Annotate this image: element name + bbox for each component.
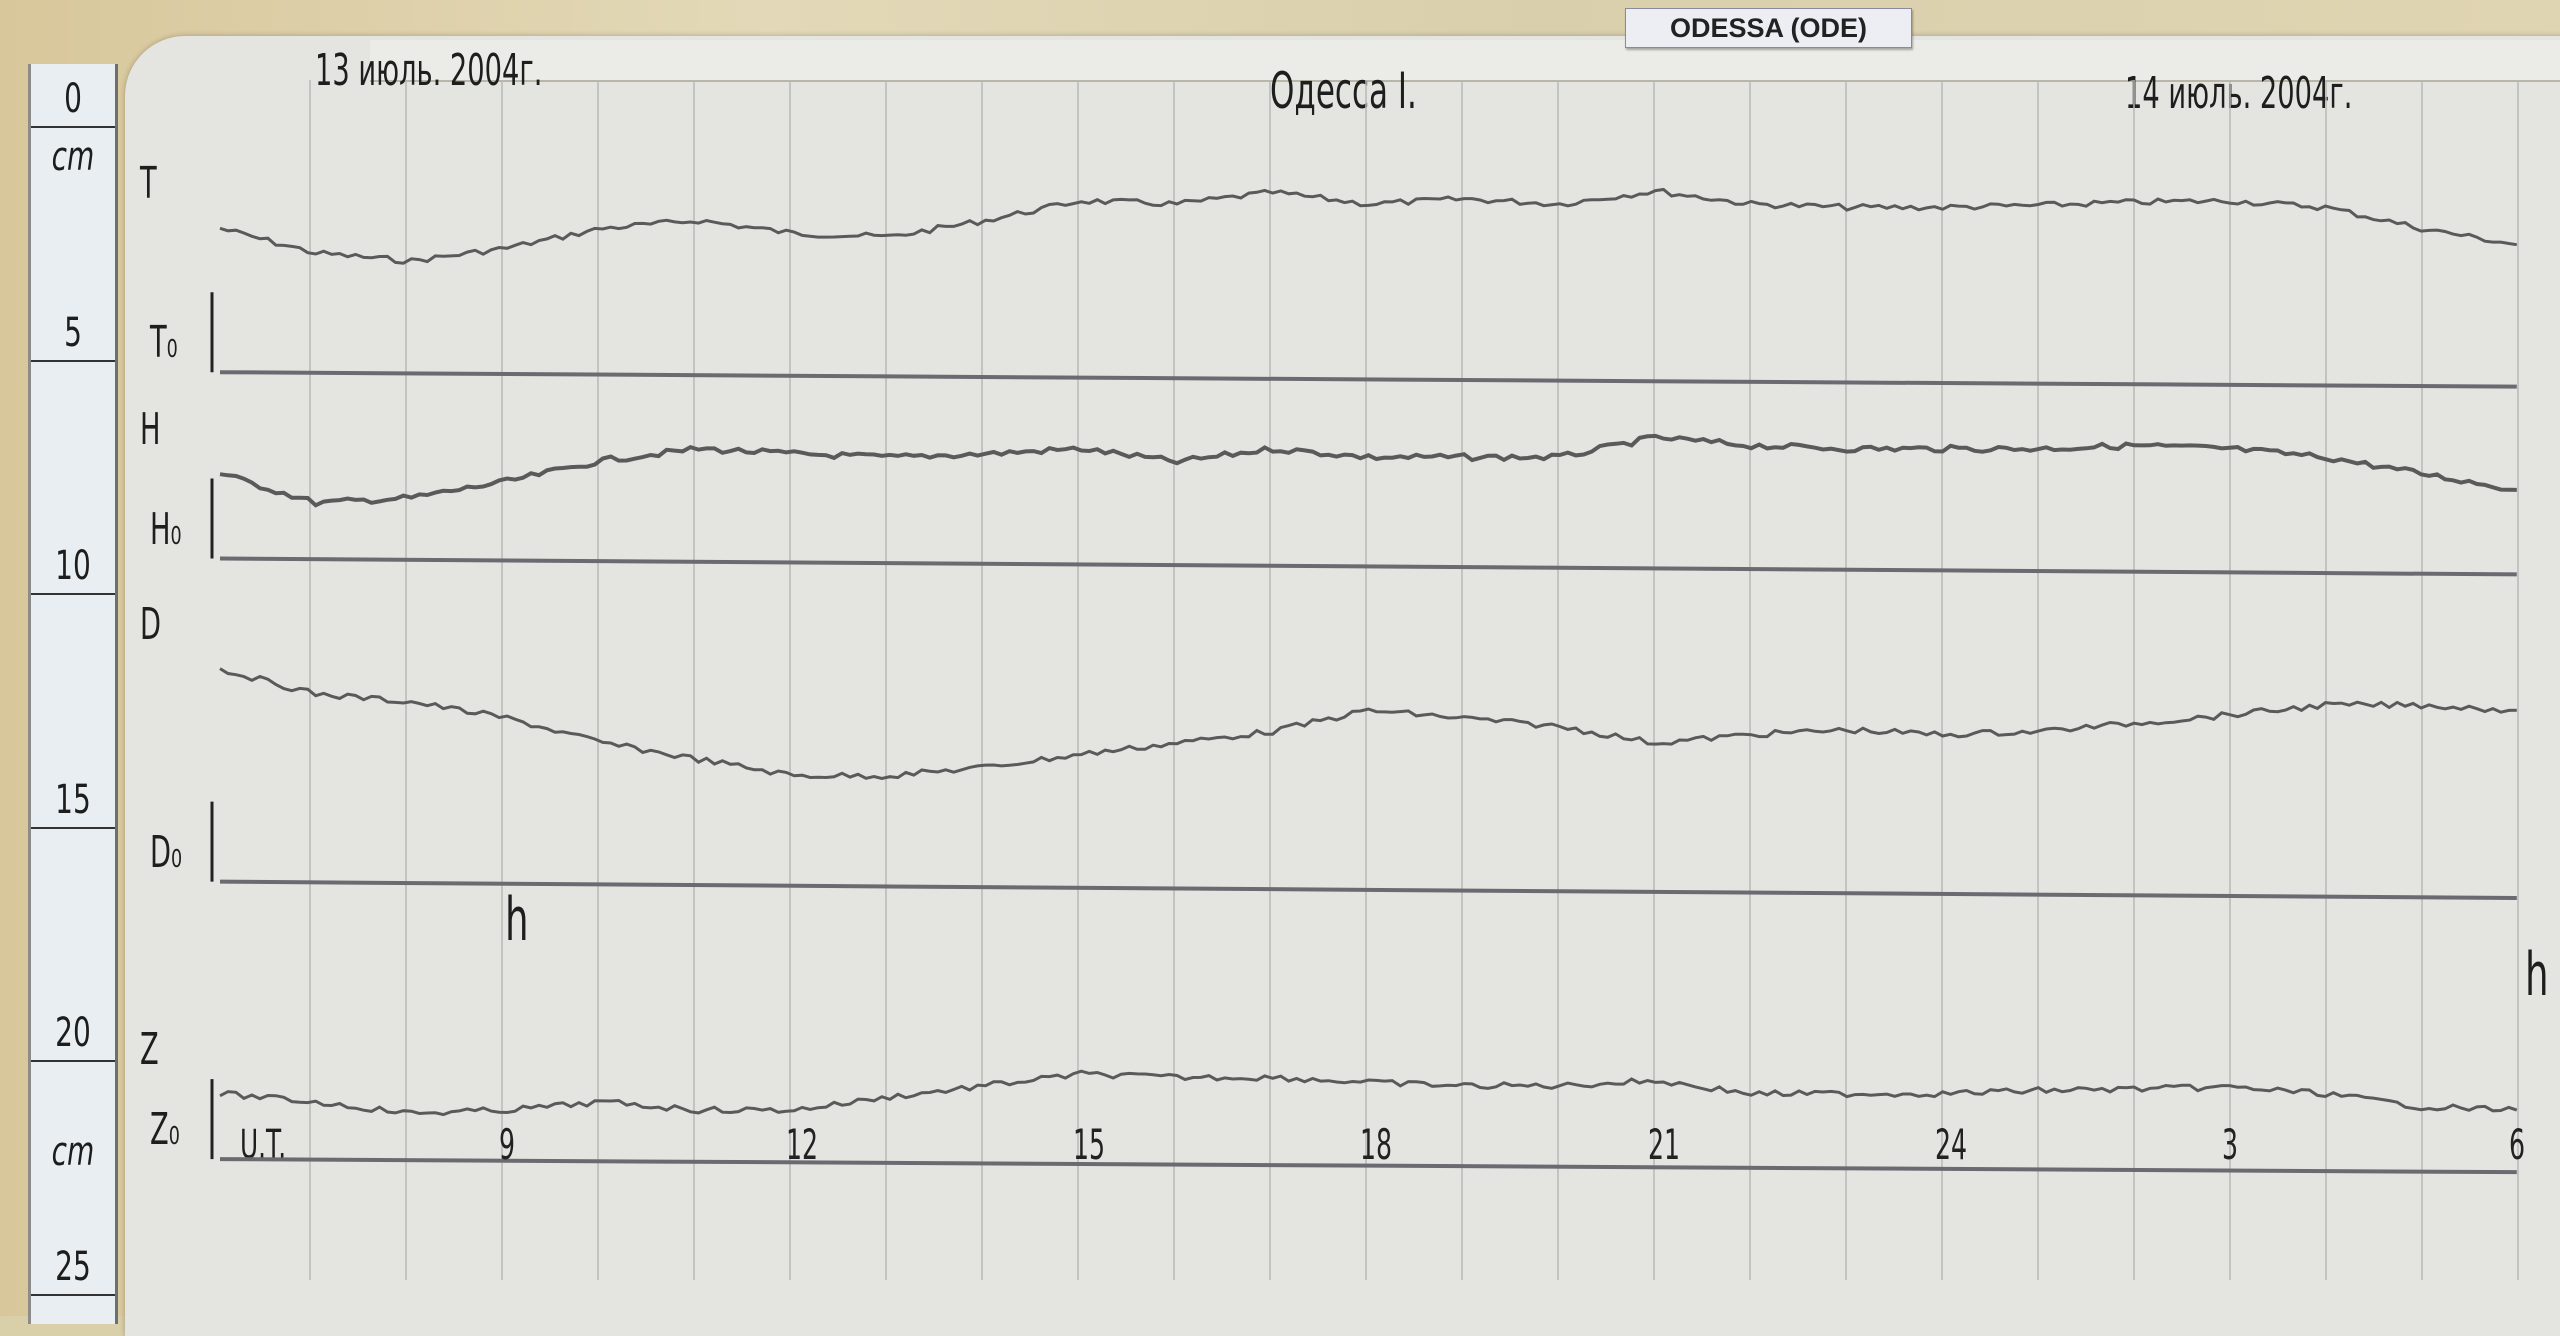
trace-label-Z: Z: [140, 1023, 159, 1075]
cm-ruler: 0 5 10 15 20 25 cm cm: [28, 64, 118, 1324]
trace-label-H: H: [140, 403, 161, 455]
ruler-label-0: 0: [64, 76, 82, 122]
trace-D: [219, 667, 2517, 781]
ruler-label-25: 25: [55, 1243, 91, 1290]
ruler-tick: [31, 1060, 115, 1062]
station-handwritten: Одесса I.: [1270, 62, 1417, 120]
date-end: 14 июль. 2004г.: [2125, 68, 2353, 119]
ruler-label-5: 5: [64, 309, 82, 356]
trace-H: [219, 433, 2517, 508]
ruler-tick: [31, 593, 115, 595]
baseline-label: Z₀: [150, 1104, 180, 1156]
ruler-tick: [31, 359, 115, 362]
ruler-tick: [31, 126, 115, 128]
baseline-0: [219, 370, 2517, 389]
x-tick-label: 18: [1360, 1120, 1393, 1169]
x-tick-label: 9: [499, 1120, 516, 1169]
x-tick-label: 3: [2221, 1120, 2238, 1169]
trace-label-D: D: [140, 599, 162, 651]
ruler-tick: [31, 1293, 115, 1296]
x-tick-label: 6: [2508, 1120, 2525, 1169]
trace-Z: [219, 1069, 2518, 1117]
ruler-unit: cm: [51, 1129, 95, 1175]
ruler-label-15: 15: [55, 776, 91, 823]
magnetogram-paper: [125, 36, 2560, 1336]
ruler-label-20: 20: [55, 1010, 91, 1056]
trace-label-T: T: [140, 158, 157, 210]
x-tick-label: 12: [786, 1120, 819, 1169]
hour-mark-h-right: h: [2525, 940, 2549, 1010]
baseline-1: [219, 556, 2517, 577]
adhesive-tape: [370, 40, 2560, 82]
x-tick-label: 24: [1934, 1120, 1967, 1169]
ruler-unit: cm: [51, 134, 95, 180]
ruler-tick: [31, 826, 115, 829]
ruler-label-10: 10: [55, 543, 91, 589]
x-tick-label: 15: [1073, 1120, 1106, 1169]
x-tick-label: 21: [1647, 1120, 1680, 1169]
baseline-3: [219, 1157, 2517, 1175]
date-start: 13 июль. 2004г.: [315, 45, 543, 96]
station-label: ODESSA (ODE): [1625, 8, 1912, 48]
baseline-2: [219, 879, 2517, 901]
hour-mark-h-left: h: [505, 885, 529, 955]
baseline-label: D₀: [150, 826, 182, 878]
trace-T: [219, 187, 2518, 265]
baseline-label: H₀: [150, 503, 182, 555]
baseline-label: T₀: [150, 317, 178, 369]
